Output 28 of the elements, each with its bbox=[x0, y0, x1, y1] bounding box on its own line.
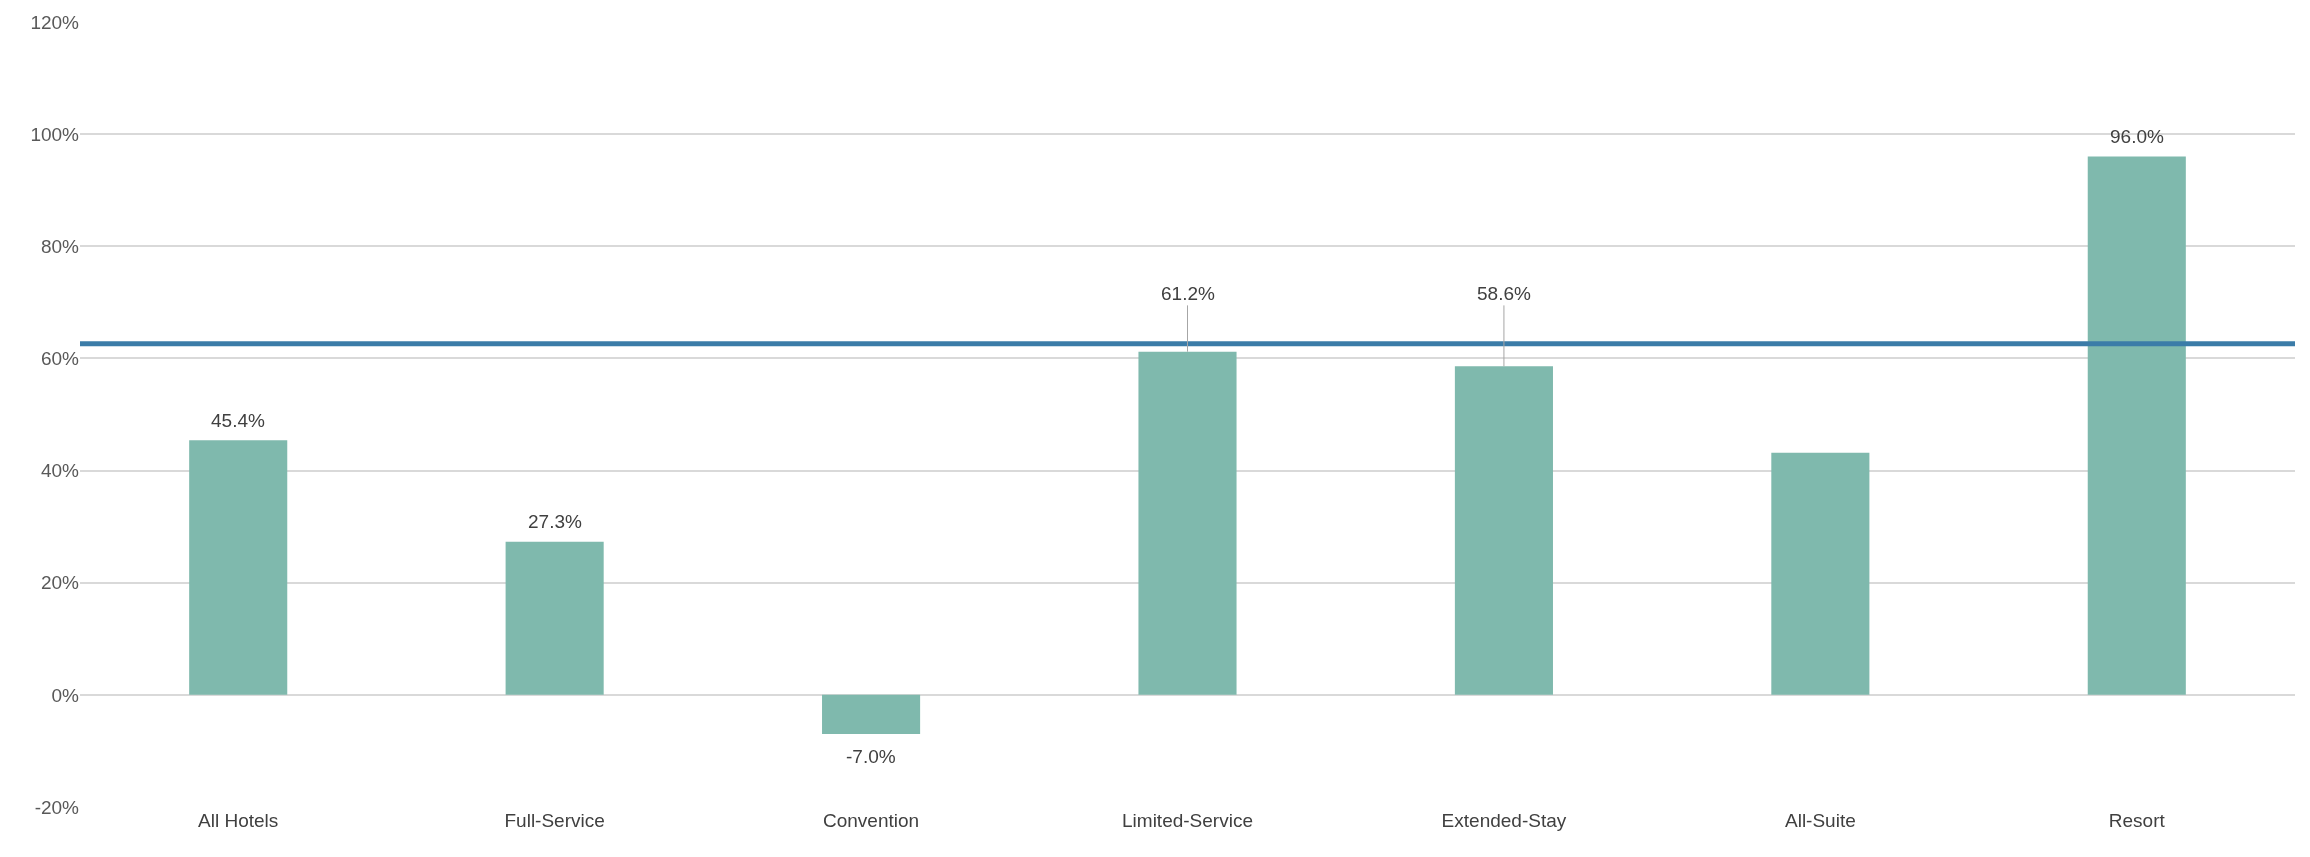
y-tick-label: 20% bbox=[40, 572, 80, 594]
data-label: 45.4% bbox=[211, 410, 265, 431]
y-tick-label: 80% bbox=[40, 235, 80, 257]
data-label: 61.2% bbox=[1161, 283, 1215, 304]
bar bbox=[1454, 366, 1553, 695]
y-tick-label: 60% bbox=[40, 348, 80, 370]
x-tick-label: Resort bbox=[2108, 810, 2166, 831]
bar bbox=[505, 541, 604, 695]
bar bbox=[1771, 452, 1870, 695]
bar bbox=[189, 440, 288, 695]
x-tick-label: All Hotels bbox=[198, 810, 279, 831]
y-tick-label: 100% bbox=[30, 123, 80, 145]
y-tick-label: -20% bbox=[34, 796, 80, 818]
data-label: 96.0% bbox=[2110, 126, 2164, 147]
bar bbox=[1138, 351, 1237, 695]
x-tick-label: Full-Service bbox=[504, 810, 605, 831]
y-tick-label: 0% bbox=[51, 684, 80, 706]
bar bbox=[822, 694, 921, 735]
y-tick-label: 120% bbox=[30, 11, 80, 33]
x-tick-label: Limited-Service bbox=[1122, 810, 1253, 831]
x-tick-label: Convention bbox=[823, 810, 920, 831]
data-label: 58.6% bbox=[1477, 283, 1531, 304]
x-tick-label: Extended-Stay bbox=[1441, 810, 1567, 831]
y-tick-label: 40% bbox=[40, 460, 80, 482]
bar bbox=[2087, 156, 2186, 695]
data-label: -7.0% bbox=[846, 746, 896, 767]
x-tick-label: All-Suite bbox=[1784, 810, 1856, 831]
data-label: 27.3% bbox=[528, 511, 582, 532]
